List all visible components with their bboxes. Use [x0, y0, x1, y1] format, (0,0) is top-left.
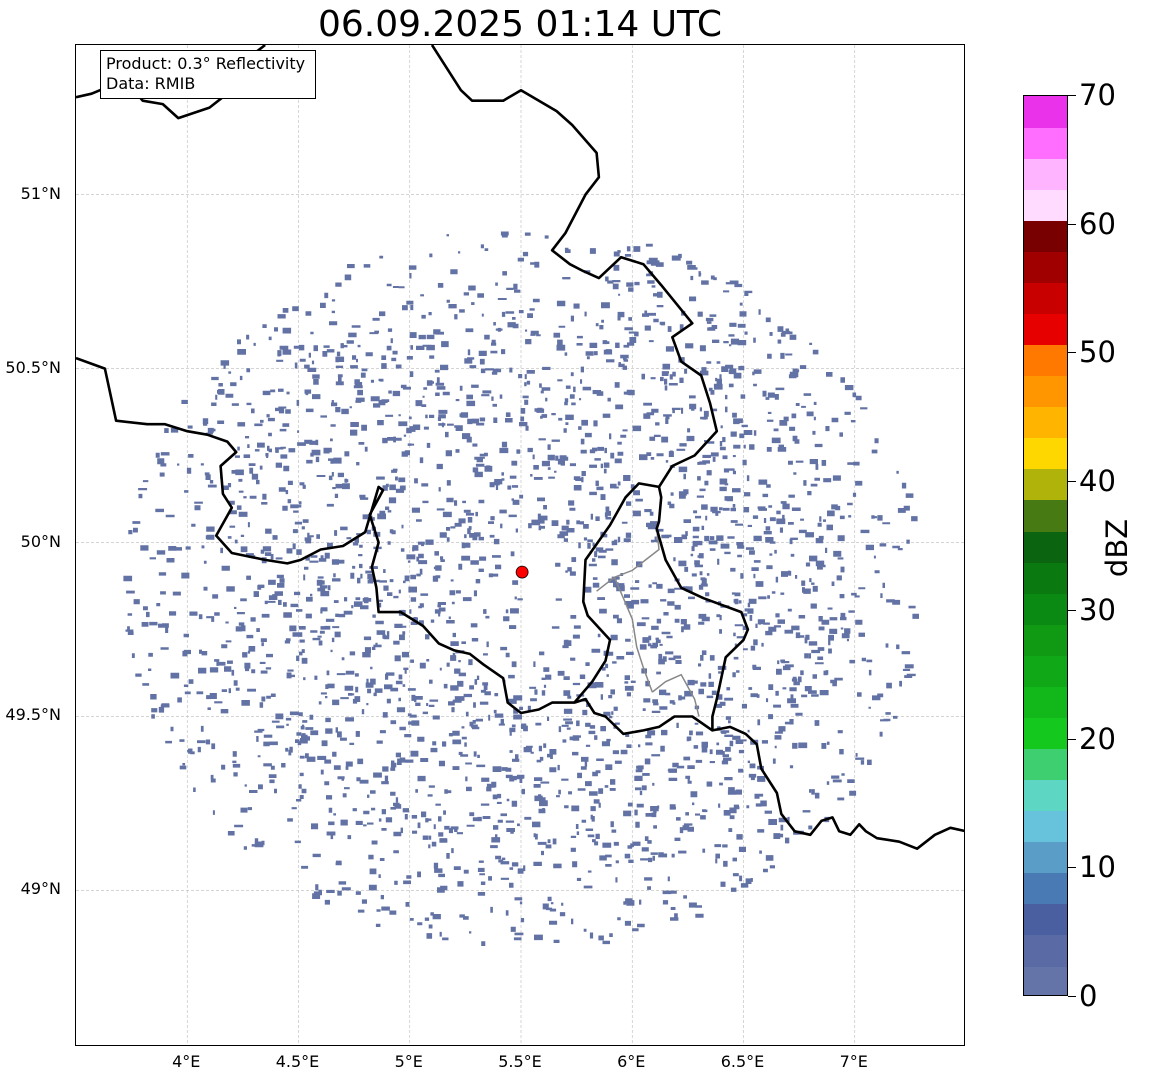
colorbar-segment: [1024, 313, 1067, 346]
lon-tick-label: 7°E: [839, 1052, 868, 1071]
colorbar-segment: [1024, 593, 1067, 625]
country-border: [76, 356, 964, 850]
gridlines: [76, 45, 964, 1045]
colorbar-tick-label: 60: [1079, 206, 1116, 241]
colorbar-tick-mark: [1068, 867, 1076, 869]
lat-tick-label: 49.5°N: [5, 705, 61, 725]
colorbar-segment: [1024, 655, 1067, 687]
colorbar-tick-mark: [1068, 996, 1076, 997]
radar-site-marker: [515, 565, 529, 579]
lon-tick-label: 5°E: [394, 1052, 423, 1071]
colorbar-segment: [1024, 251, 1067, 283]
info-box: Product: 0.3° Reflectivity Data: RMIB: [100, 50, 316, 99]
colorbar-segment: [1024, 965, 1067, 995]
colorbar-tick-mark: [1068, 223, 1076, 225]
lon-tick-label: 4°E: [172, 1052, 201, 1071]
colorbar-segment: [1024, 158, 1067, 190]
colorbar-segment: [1024, 779, 1067, 812]
country-border: [573, 482, 750, 731]
colorbar-segment: [1024, 189, 1067, 221]
colorbar-tick-label: 40: [1079, 464, 1116, 499]
colorbar-segment: [1024, 810, 1067, 843]
colorbar-segment: [1024, 499, 1067, 532]
colorbar-segment: [1024, 375, 1067, 408]
province-border: [651, 673, 700, 717]
country-border: [430, 45, 719, 488]
lat-tick-label: 50°N: [20, 531, 61, 551]
colorbar-segment: [1024, 841, 1067, 874]
colorbar-tick-label: 0: [1079, 979, 1098, 1013]
colorbar-segment: [1024, 406, 1067, 439]
colorbar-segment: [1024, 437, 1067, 470]
province-border: [596, 528, 660, 592]
radar-echoes: [123, 231, 919, 946]
map-title: 06.09.2025 01:14 UTC: [317, 4, 723, 45]
data-source-label: Data: RMIB: [106, 74, 196, 93]
radar-map[interactable]: [75, 44, 965, 1046]
colorbar-segment: [1024, 220, 1067, 252]
colorbar-segment: [1024, 468, 1067, 501]
colorbar-tick-mark: [1068, 352, 1076, 354]
colorbar-segment: [1024, 344, 1067, 377]
lon-tick-label: 5.5°E: [498, 1052, 542, 1071]
colorbar-tick-label: 20: [1079, 721, 1116, 756]
colorbar-segment: [1024, 530, 1067, 563]
colorbar: [1023, 95, 1068, 996]
colorbar-tick-label: 50: [1079, 335, 1116, 370]
colorbar-tick-mark: [1068, 609, 1076, 611]
colorbar-tick-label: 10: [1079, 850, 1116, 885]
colorbar-segment: [1024, 96, 1067, 128]
province-border: [613, 577, 654, 693]
colorbar-tick-label: 70: [1079, 78, 1116, 112]
colorbar-tick-label: 30: [1079, 592, 1116, 627]
lon-tick-label: 4.5°E: [275, 1052, 320, 1071]
colorbar-tick-mark: [1068, 95, 1076, 96]
colorbar-label: dBZ: [1100, 518, 1134, 578]
lat-tick-label: 51°N: [20, 183, 61, 203]
map-canvas: [76, 45, 964, 1045]
colorbar-segment: [1024, 934, 1067, 967]
province-borders: [596, 528, 700, 717]
colorbar-tick-mark: [1068, 481, 1076, 483]
echo-pixels: [123, 231, 919, 946]
colorbar-segment: [1024, 717, 1067, 750]
product-label: Product: 0.3° Reflectivity: [106, 54, 306, 73]
colorbar-segment: [1024, 562, 1067, 594]
colorbar-segment: [1024, 127, 1067, 159]
lon-tick-label: 6°E: [617, 1052, 646, 1071]
colorbar-segment: [1024, 903, 1067, 936]
country-borders: [76, 45, 964, 850]
lon-tick-label: 6.5°E: [720, 1052, 765, 1071]
colorbar-segment: [1024, 624, 1067, 656]
colorbar-segment: [1024, 282, 1067, 315]
colorbar-segment: [1024, 872, 1067, 905]
lat-tick-label: 49°N: [20, 879, 61, 899]
lat-tick-label: 50.5°N: [5, 357, 61, 377]
colorbar-segment: [1024, 686, 1067, 718]
colorbar-tick-mark: [1068, 738, 1076, 740]
colorbar-segment: [1024, 748, 1067, 781]
